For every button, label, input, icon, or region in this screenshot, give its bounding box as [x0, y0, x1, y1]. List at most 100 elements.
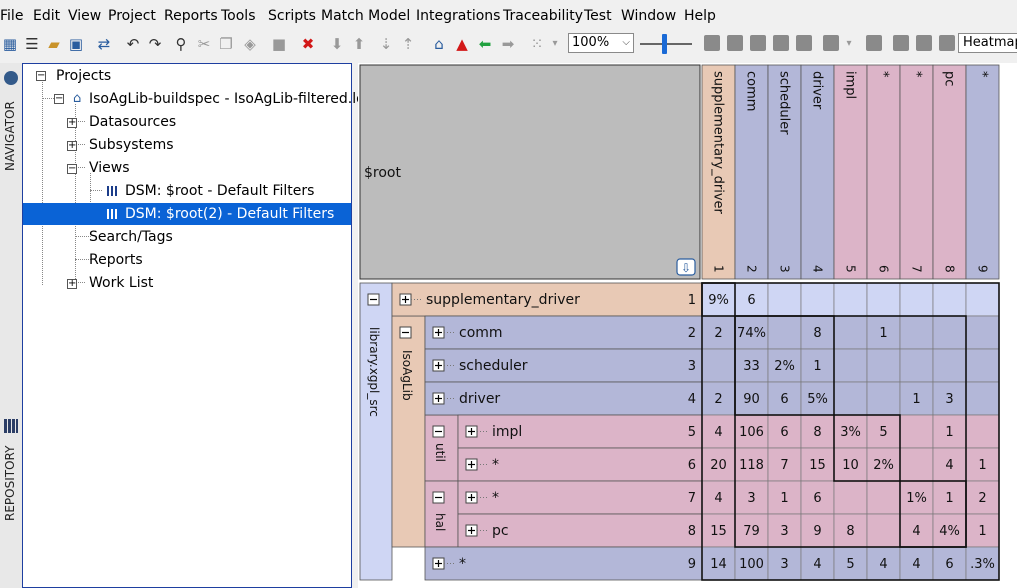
menu-edit[interactable]: Edit — [33, 8, 61, 24]
matrix-cell[interactable] — [899, 414, 934, 449]
expand-toggle-icon[interactable]: + — [67, 278, 77, 289]
matrix-cell[interactable] — [965, 381, 1000, 416]
save-icon[interactable]: ▣ — [68, 35, 84, 53]
matrix-cell[interactable] — [734, 282, 769, 317]
menu-scripts[interactable]: Scripts — [268, 8, 316, 24]
expand-toggle-icon[interactable]: + — [67, 140, 77, 151]
dropdown-arrow-icon[interactable]: ▾ — [846, 38, 852, 49]
clear-icon[interactable]: ■ — [271, 35, 287, 53]
matrix-cell[interactable] — [701, 348, 736, 383]
matrix-cell[interactable] — [800, 447, 835, 482]
menu-reports[interactable]: Reports — [164, 8, 218, 24]
matrix-cell[interactable] — [932, 282, 967, 317]
matrix-cell[interactable] — [899, 282, 934, 317]
matrix-cell[interactable] — [965, 447, 1000, 482]
matrix-icon[interactable] — [916, 35, 932, 51]
menu-window[interactable]: Window — [621, 8, 677, 24]
matrix-cell[interactable] — [767, 315, 802, 350]
matrix-cell[interactable] — [866, 513, 901, 548]
matrix-cell[interactable] — [866, 282, 901, 317]
dropdown-arrow-icon[interactable]: ▾ — [552, 38, 558, 49]
row-header[interactable] — [457, 447, 703, 482]
menu-integrations[interactable]: Integrations — [416, 8, 501, 24]
warning-icon[interactable]: ▲ — [456, 35, 468, 53]
menu-file[interactable]: File — [0, 8, 24, 24]
matrix-cell[interactable] — [833, 447, 868, 482]
matrix-cell[interactable] — [767, 480, 802, 515]
cut-icon[interactable]: ✂ — [197, 35, 211, 53]
row-header[interactable] — [424, 381, 703, 416]
zoom-select[interactable]: 100% ⌵ — [568, 33, 634, 53]
collapse-toggle-icon[interactable]: − — [36, 70, 46, 81]
column-header[interactable] — [701, 64, 736, 280]
matrix-cell[interactable] — [767, 348, 802, 383]
view-mode-select[interactable]: Heatmap — [958, 33, 1017, 53]
expand-toggle-icon[interactable]: + — [67, 117, 77, 128]
matrix-cell[interactable] — [932, 315, 967, 350]
matrix-cell[interactable] — [800, 282, 835, 317]
home-icon[interactable]: ⌂ — [434, 35, 444, 53]
menu-match-model[interactable]: Match Model — [321, 8, 411, 24]
column-header[interactable] — [833, 64, 868, 280]
tree-item-dsm-root[interactable]: DSM: $root - Default Filters — [23, 180, 323, 202]
matrix-cell[interactable] — [767, 546, 802, 581]
repository-tab[interactable]: REPOSITORY — [0, 435, 22, 585]
group-library[interactable] — [359, 282, 393, 581]
matrix-cell[interactable] — [833, 315, 868, 350]
matrix-cell[interactable] — [701, 282, 736, 317]
filter-icon[interactable] — [750, 35, 766, 51]
menu-tools[interactable]: Tools — [221, 8, 256, 24]
matrix-cell[interactable] — [965, 315, 1000, 350]
forward-arrow-icon[interactable]: ➡ — [501, 35, 515, 53]
tree-item-search-tags[interactable]: Search/Tags — [23, 226, 323, 248]
column-header[interactable] — [800, 64, 835, 280]
matrix-cell[interactable] — [932, 513, 967, 548]
column-header[interactable] — [932, 64, 967, 280]
matrix-cell[interactable] — [965, 480, 1000, 515]
matrix-cell[interactable] — [833, 348, 868, 383]
filter-icon[interactable] — [773, 35, 789, 51]
tree-item-work-list[interactable]: + Work List — [23, 272, 323, 294]
compass-icon[interactable] — [4, 71, 18, 85]
move-down-icon[interactable]: ⬇ — [330, 35, 344, 53]
matrix-cell[interactable] — [800, 480, 835, 515]
column-header[interactable] — [767, 64, 802, 280]
menu-project[interactable]: Project — [108, 8, 156, 24]
close-panel-icon[interactable] — [866, 35, 882, 51]
matrix-cell[interactable] — [965, 282, 1000, 317]
matrix-cell[interactable] — [833, 381, 868, 416]
column-header[interactable] — [866, 64, 901, 280]
filter-icon[interactable] — [796, 35, 812, 51]
matrix-cell[interactable] — [965, 546, 1000, 581]
column-header[interactable] — [965, 64, 1000, 280]
tree-item-reports[interactable]: Reports — [23, 249, 323, 271]
copy-icon[interactable]: ❐ — [219, 35, 233, 53]
matrix-cell[interactable] — [833, 480, 868, 515]
list-icon[interactable]: ☰ — [25, 35, 39, 53]
matrix-cell[interactable] — [866, 381, 901, 416]
matrix-cell[interactable] — [965, 513, 1000, 548]
matrix-cell[interactable] — [932, 447, 967, 482]
tree-item-dsm-root-2[interactable]: DSM: $root(2) - Default Filters — [23, 203, 351, 225]
redo-icon[interactable]: ↷ — [148, 35, 162, 53]
tree-item-datasources[interactable]: + Datasources — [23, 111, 323, 133]
matrix-cell[interactable] — [767, 513, 802, 548]
filter-icon[interactable] — [704, 35, 720, 51]
grid-icon[interactable]: ⁙ — [530, 35, 544, 53]
undo-icon[interactable]: ↶ — [126, 35, 140, 53]
matrix-cell[interactable] — [866, 348, 901, 383]
open-folder-icon[interactable]: ▰ — [48, 35, 60, 53]
search-icon[interactable]: ⚲ — [175, 35, 187, 53]
matrix-cell[interactable] — [866, 480, 901, 515]
tree-item-subsystems[interactable]: + Subsystems — [23, 134, 323, 156]
matrix-icon[interactable] — [893, 35, 909, 51]
collapse-toggle-icon[interactable]: − — [67, 163, 77, 174]
column-header[interactable] — [899, 64, 934, 280]
zoom-slider-handle[interactable] — [662, 34, 667, 54]
matrix-cell[interactable] — [767, 282, 802, 317]
menu-help[interactable]: Help — [684, 8, 716, 24]
row-header[interactable] — [424, 546, 703, 581]
tree-item-project-root[interactable]: − ⌂ IsoAgLib-buildspec - IsoAgLib-filter… — [23, 88, 372, 110]
matrix-cell[interactable] — [899, 447, 934, 482]
row-header[interactable] — [391, 282, 703, 317]
